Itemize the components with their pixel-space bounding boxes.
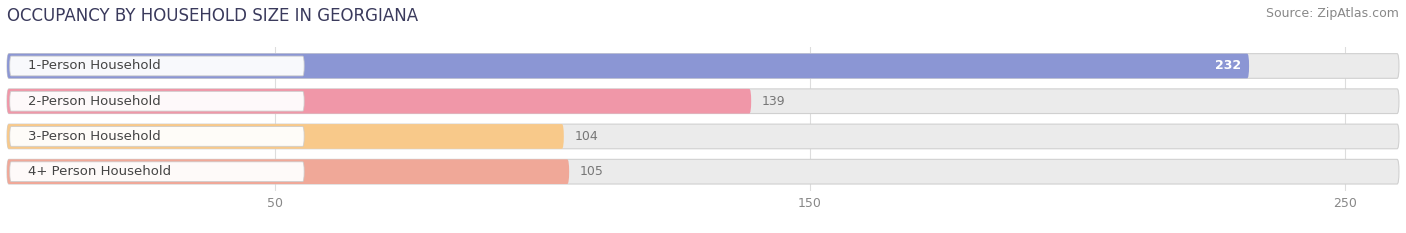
FancyBboxPatch shape [10,127,304,146]
Text: Source: ZipAtlas.com: Source: ZipAtlas.com [1265,7,1399,20]
FancyBboxPatch shape [10,91,304,111]
Text: 1-Person Household: 1-Person Household [28,59,162,72]
FancyBboxPatch shape [10,56,304,76]
FancyBboxPatch shape [7,89,751,113]
Text: OCCUPANCY BY HOUSEHOLD SIZE IN GEORGIANA: OCCUPANCY BY HOUSEHOLD SIZE IN GEORGIANA [7,7,418,25]
Text: 105: 105 [579,165,603,178]
FancyBboxPatch shape [7,159,1399,184]
FancyBboxPatch shape [7,124,564,149]
FancyBboxPatch shape [7,54,1399,78]
FancyBboxPatch shape [7,124,1399,149]
Text: 4+ Person Household: 4+ Person Household [28,165,172,178]
Text: 3-Person Household: 3-Person Household [28,130,162,143]
FancyBboxPatch shape [7,54,1249,78]
Text: 232: 232 [1215,59,1241,72]
Text: 104: 104 [575,130,599,143]
FancyBboxPatch shape [7,89,1399,113]
FancyBboxPatch shape [10,162,304,182]
Text: 139: 139 [762,95,786,108]
Text: 2-Person Household: 2-Person Household [28,95,162,108]
FancyBboxPatch shape [7,159,569,184]
